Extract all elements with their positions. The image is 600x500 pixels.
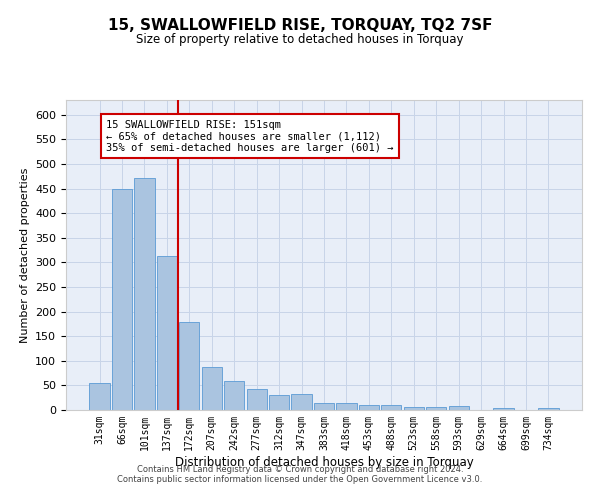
Bar <box>179 322 199 410</box>
Bar <box>247 389 267 410</box>
Bar <box>269 395 289 410</box>
Text: 15 SWALLOWFIELD RISE: 151sqm
← 65% of detached houses are smaller (1,112)
35% of: 15 SWALLOWFIELD RISE: 151sqm ← 65% of de… <box>106 120 394 153</box>
Bar <box>292 394 311 410</box>
Bar <box>404 406 424 410</box>
Bar <box>157 256 177 410</box>
Bar <box>89 383 110 410</box>
Bar <box>134 178 155 410</box>
Bar <box>314 402 334 410</box>
Text: Contains HM Land Registry data © Crown copyright and database right 2024.: Contains HM Land Registry data © Crown c… <box>137 466 463 474</box>
Bar <box>381 405 401 410</box>
X-axis label: Distribution of detached houses by size in Torquay: Distribution of detached houses by size … <box>175 456 473 468</box>
Text: Size of property relative to detached houses in Torquay: Size of property relative to detached ho… <box>136 32 464 46</box>
Bar <box>202 366 222 410</box>
Bar <box>359 405 379 410</box>
Bar <box>426 406 446 410</box>
Bar <box>337 402 356 410</box>
Bar <box>224 382 244 410</box>
Bar <box>112 188 132 410</box>
Bar <box>493 408 514 410</box>
Y-axis label: Number of detached properties: Number of detached properties <box>20 168 29 342</box>
Bar <box>449 406 469 410</box>
Text: 15, SWALLOWFIELD RISE, TORQUAY, TQ2 7SF: 15, SWALLOWFIELD RISE, TORQUAY, TQ2 7SF <box>108 18 492 32</box>
Bar <box>538 408 559 410</box>
Text: Contains public sector information licensed under the Open Government Licence v3: Contains public sector information licen… <box>118 476 482 484</box>
